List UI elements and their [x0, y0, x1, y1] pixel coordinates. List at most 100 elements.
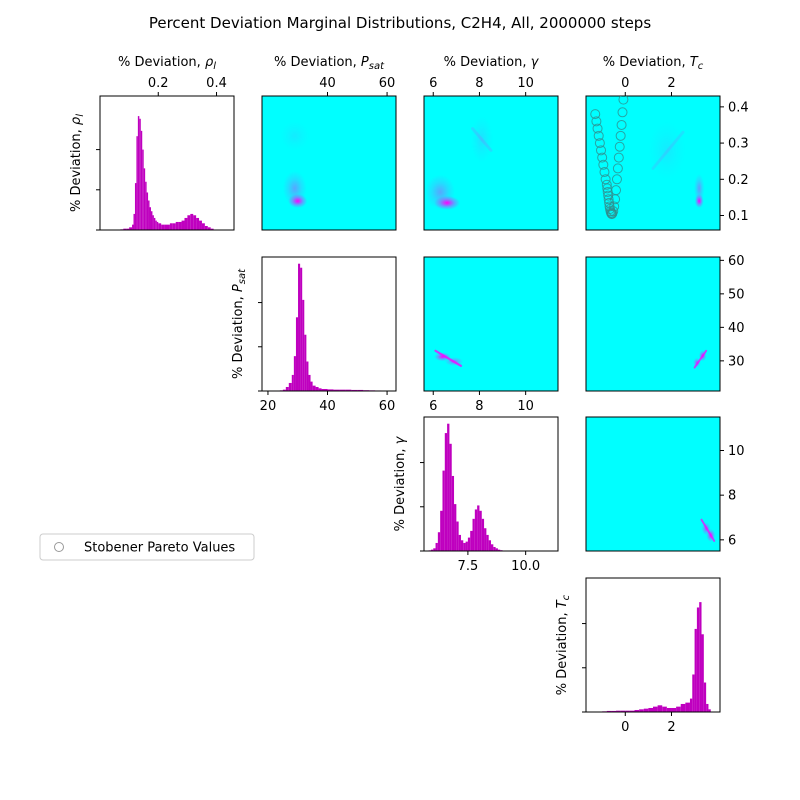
histogram-bar	[207, 227, 211, 230]
kde-tc-gamma-panel: 6 8 10	[585, 416, 745, 552]
x-tick-label: 0	[621, 76, 629, 91]
histogram-bar	[308, 374, 311, 391]
histogram-bar	[606, 710, 612, 712]
pareto-point	[617, 107, 628, 118]
histogram-bar	[444, 433, 448, 551]
axes-frame	[423, 416, 559, 552]
histogram-bar	[685, 702, 690, 712]
histogram-bar	[312, 385, 316, 391]
histogram-bar	[178, 221, 182, 230]
histogram-bar	[666, 707, 672, 712]
histogram-bar	[327, 389, 334, 391]
axes-frame	[585, 95, 721, 231]
x-tick-label: 0.4	[206, 76, 227, 91]
density-blob	[434, 352, 451, 362]
y-tick-label: 10	[728, 444, 745, 459]
histogram-bar	[156, 221, 159, 230]
histogram-bar	[204, 225, 208, 230]
axes-frame	[261, 256, 397, 392]
histogram-bar	[440, 510, 443, 551]
bottom-axis-gamma-psat: 6 8 10	[429, 391, 534, 414]
y-tick-label: 50	[728, 287, 745, 302]
histogram-bar	[155, 220, 157, 230]
heatmap-field	[586, 257, 720, 391]
axes-frame	[261, 95, 397, 231]
histogram-bar	[611, 710, 617, 712]
histogram-bar	[149, 207, 151, 230]
x-tick-label: 40	[319, 399, 336, 414]
histogram-bar	[318, 388, 322, 391]
density-blob	[470, 116, 493, 163]
density-blob	[282, 170, 307, 206]
pareto-point	[599, 167, 610, 178]
pareto-point	[613, 152, 624, 163]
pareto-point	[615, 130, 626, 141]
histogram-bar	[692, 674, 695, 712]
legend-label: Stobener Pareto Values	[84, 541, 235, 556]
y-tick-label: 6	[728, 533, 736, 548]
x-tick-label: 20	[260, 399, 277, 414]
y-tick-label: 0.3	[728, 137, 749, 152]
y-tick-label: 0.4	[728, 100, 749, 115]
histogram-bar	[708, 709, 711, 712]
top-axis-label: % Deviation, γ	[444, 55, 540, 70]
legend: Stobener Pareto Values	[39, 533, 255, 561]
density-blob	[425, 174, 455, 210]
y-tick-label: 0.1	[728, 209, 749, 224]
histogram-bar	[458, 534, 461, 551]
pareto-point	[601, 179, 612, 190]
histogram-bar	[486, 534, 489, 551]
histogram-bar	[620, 710, 626, 712]
x-tick-label: 2	[667, 76, 675, 91]
histogram-bar	[680, 703, 686, 712]
histogram-bar	[199, 220, 202, 230]
histogram-bar	[300, 267, 303, 391]
histogram-bar	[430, 549, 434, 551]
histogram-bar	[288, 382, 292, 391]
x-tick-label: 60	[379, 399, 396, 414]
histogram-bar	[306, 361, 309, 391]
pareto-point	[596, 145, 607, 156]
density-blob	[280, 121, 310, 151]
histogram-bar	[474, 509, 478, 551]
histogram-bar	[442, 470, 445, 551]
y-tick-label: 40	[728, 321, 745, 336]
x-tick-label: 2	[667, 720, 675, 735]
histogram-bar	[139, 118, 141, 230]
histogram-bar	[142, 149, 144, 230]
histogram-bar	[153, 217, 156, 230]
histogram-bar	[479, 510, 482, 551]
pareto-scatter	[590, 96, 629, 220]
density-blob	[648, 121, 686, 180]
kde-gamma-rho-panel	[423, 95, 559, 231]
y-axis-label: % Deviation, γ	[393, 435, 408, 531]
heatmap-field	[424, 257, 558, 391]
density-ridge	[651, 130, 685, 170]
legend-marker-icon	[54, 542, 64, 552]
histogram-bar	[460, 540, 464, 551]
histogram-bar	[671, 707, 677, 712]
axes-frame	[585, 577, 721, 713]
top-axis-label: % Deviation, Psat	[274, 55, 385, 72]
histogram-bar	[696, 607, 700, 712]
top-axis-label: % Deviation, ρl	[118, 55, 216, 72]
histogram-bar	[456, 521, 459, 551]
axes-frame	[99, 95, 235, 231]
density-ridge	[471, 127, 493, 152]
pareto-point	[609, 201, 620, 212]
histogram-bar	[129, 227, 133, 230]
histogram-bar	[703, 682, 707, 712]
heatmap-field	[586, 96, 720, 230]
histogram-bar	[653, 706, 658, 712]
histogram-bar	[699, 602, 702, 712]
histogram-bar	[694, 628, 697, 712]
pareto-point	[590, 109, 601, 120]
kde-gamma-psat-panel	[423, 256, 559, 392]
pareto-point	[616, 119, 627, 130]
density-ridge	[434, 349, 463, 367]
x-tick-label: 8	[475, 76, 483, 91]
histogram-bar	[491, 544, 494, 551]
histogram-bar	[310, 381, 313, 391]
histogram-bar	[293, 356, 296, 391]
y-tick-label: 30	[728, 354, 745, 369]
